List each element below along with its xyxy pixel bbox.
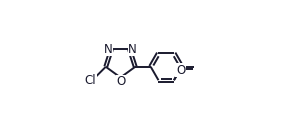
- Text: O: O: [176, 63, 185, 77]
- Text: N: N: [128, 43, 137, 56]
- Text: O: O: [117, 75, 126, 88]
- Text: N: N: [104, 43, 113, 56]
- Text: Cl: Cl: [84, 74, 96, 87]
